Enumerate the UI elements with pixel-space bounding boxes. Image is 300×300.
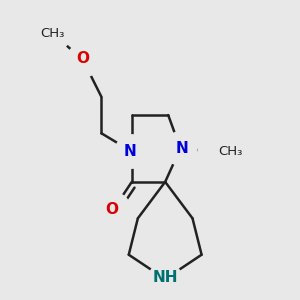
Text: O: O	[77, 51, 90, 66]
Text: NH: NH	[152, 270, 178, 285]
Text: N: N	[124, 144, 136, 159]
Text: CH₃: CH₃	[218, 145, 243, 158]
Circle shape	[67, 44, 100, 77]
Text: N: N	[176, 141, 188, 156]
Text: CH₃: CH₃	[41, 27, 65, 40]
Circle shape	[115, 135, 148, 168]
Text: O: O	[106, 202, 118, 217]
Circle shape	[148, 262, 182, 296]
Circle shape	[164, 132, 197, 165]
Circle shape	[199, 133, 235, 170]
Circle shape	[35, 15, 71, 51]
Circle shape	[97, 193, 130, 226]
